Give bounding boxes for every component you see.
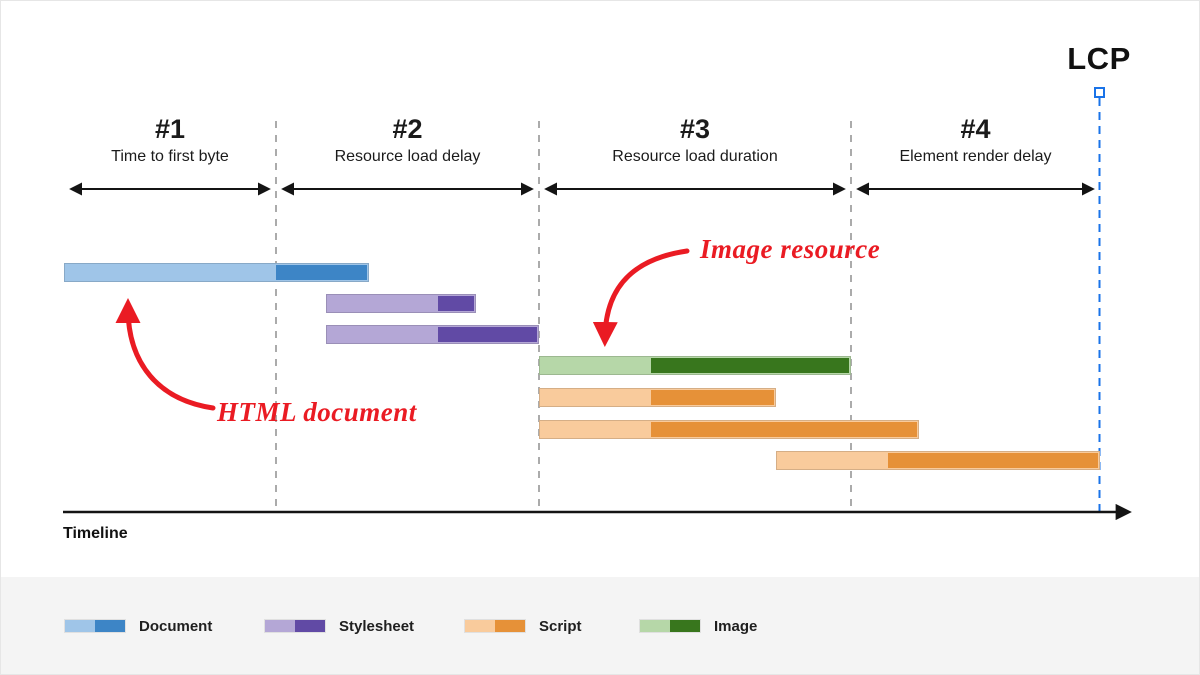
phase-name: Element render delay bbox=[899, 148, 1052, 165]
swatch-light-half bbox=[265, 620, 295, 632]
phase-3: #3 Resource load duration bbox=[539, 113, 851, 169]
timeline-label: Timeline bbox=[63, 525, 128, 542]
legend-label: Document bbox=[139, 617, 213, 635]
bar-script-loaded-segment bbox=[888, 453, 1098, 468]
bar-stylesheet-1 bbox=[326, 294, 476, 313]
bar-script-loaded-segment bbox=[651, 422, 917, 437]
bar-script-loaded-segment bbox=[651, 390, 774, 405]
swatch-light-half bbox=[465, 620, 495, 632]
legend-item-image: Image bbox=[639, 613, 757, 639]
bar-stylesheet-2 bbox=[326, 325, 539, 344]
phase-name: Time to first byte bbox=[111, 148, 229, 165]
bar-stylesheet-loaded-segment bbox=[438, 296, 474, 311]
image-swatch bbox=[639, 619, 701, 633]
phase-number: #2 bbox=[392, 114, 423, 144]
annotation-html-document: HTML document bbox=[217, 397, 417, 427]
phase-number: #4 bbox=[960, 114, 991, 144]
bar-stylesheet-loaded-segment bbox=[438, 327, 537, 342]
phase-1: #1 Time to first byte bbox=[64, 113, 276, 169]
document-swatch bbox=[64, 619, 126, 633]
bar-document-0 bbox=[64, 263, 369, 282]
script-swatch bbox=[464, 619, 526, 633]
swatch-light-half bbox=[65, 620, 95, 632]
swatch-dark-half bbox=[295, 620, 325, 632]
legend-item-script: Script bbox=[464, 613, 582, 639]
legend-item-document: Document bbox=[64, 613, 212, 639]
legend-band bbox=[1, 577, 1199, 674]
legend-label: Script bbox=[539, 617, 582, 635]
legend-label: Stylesheet bbox=[339, 617, 415, 635]
swatch-light-half bbox=[640, 620, 670, 632]
bar-script-4 bbox=[539, 388, 776, 407]
bar-script-6 bbox=[776, 451, 1100, 470]
lcp-title: LCP bbox=[1067, 41, 1131, 76]
bar-image-3 bbox=[539, 356, 851, 375]
bar-image-loaded-segment bbox=[651, 358, 849, 373]
phase-2: #2 Resource load delay bbox=[276, 113, 539, 169]
bar-document-loaded-segment bbox=[276, 265, 367, 280]
annotation-image-resource: Image resource bbox=[700, 234, 881, 264]
swatch-dark-half bbox=[95, 620, 125, 632]
phase-number: #1 bbox=[154, 114, 186, 144]
phase-name: Resource load duration bbox=[612, 148, 778, 165]
swatch-dark-half bbox=[495, 620, 525, 632]
legend-label: Image bbox=[714, 617, 758, 635]
phase-name: Resource load delay bbox=[334, 148, 481, 165]
bar-script-5 bbox=[539, 420, 919, 439]
stylesheet-swatch bbox=[264, 619, 326, 633]
phase-number: #3 bbox=[679, 114, 711, 144]
legend-item-stylesheet: Stylesheet bbox=[264, 613, 414, 639]
swatch-dark-half bbox=[670, 620, 700, 632]
phase-4: #4 Element render delay bbox=[851, 113, 1100, 169]
